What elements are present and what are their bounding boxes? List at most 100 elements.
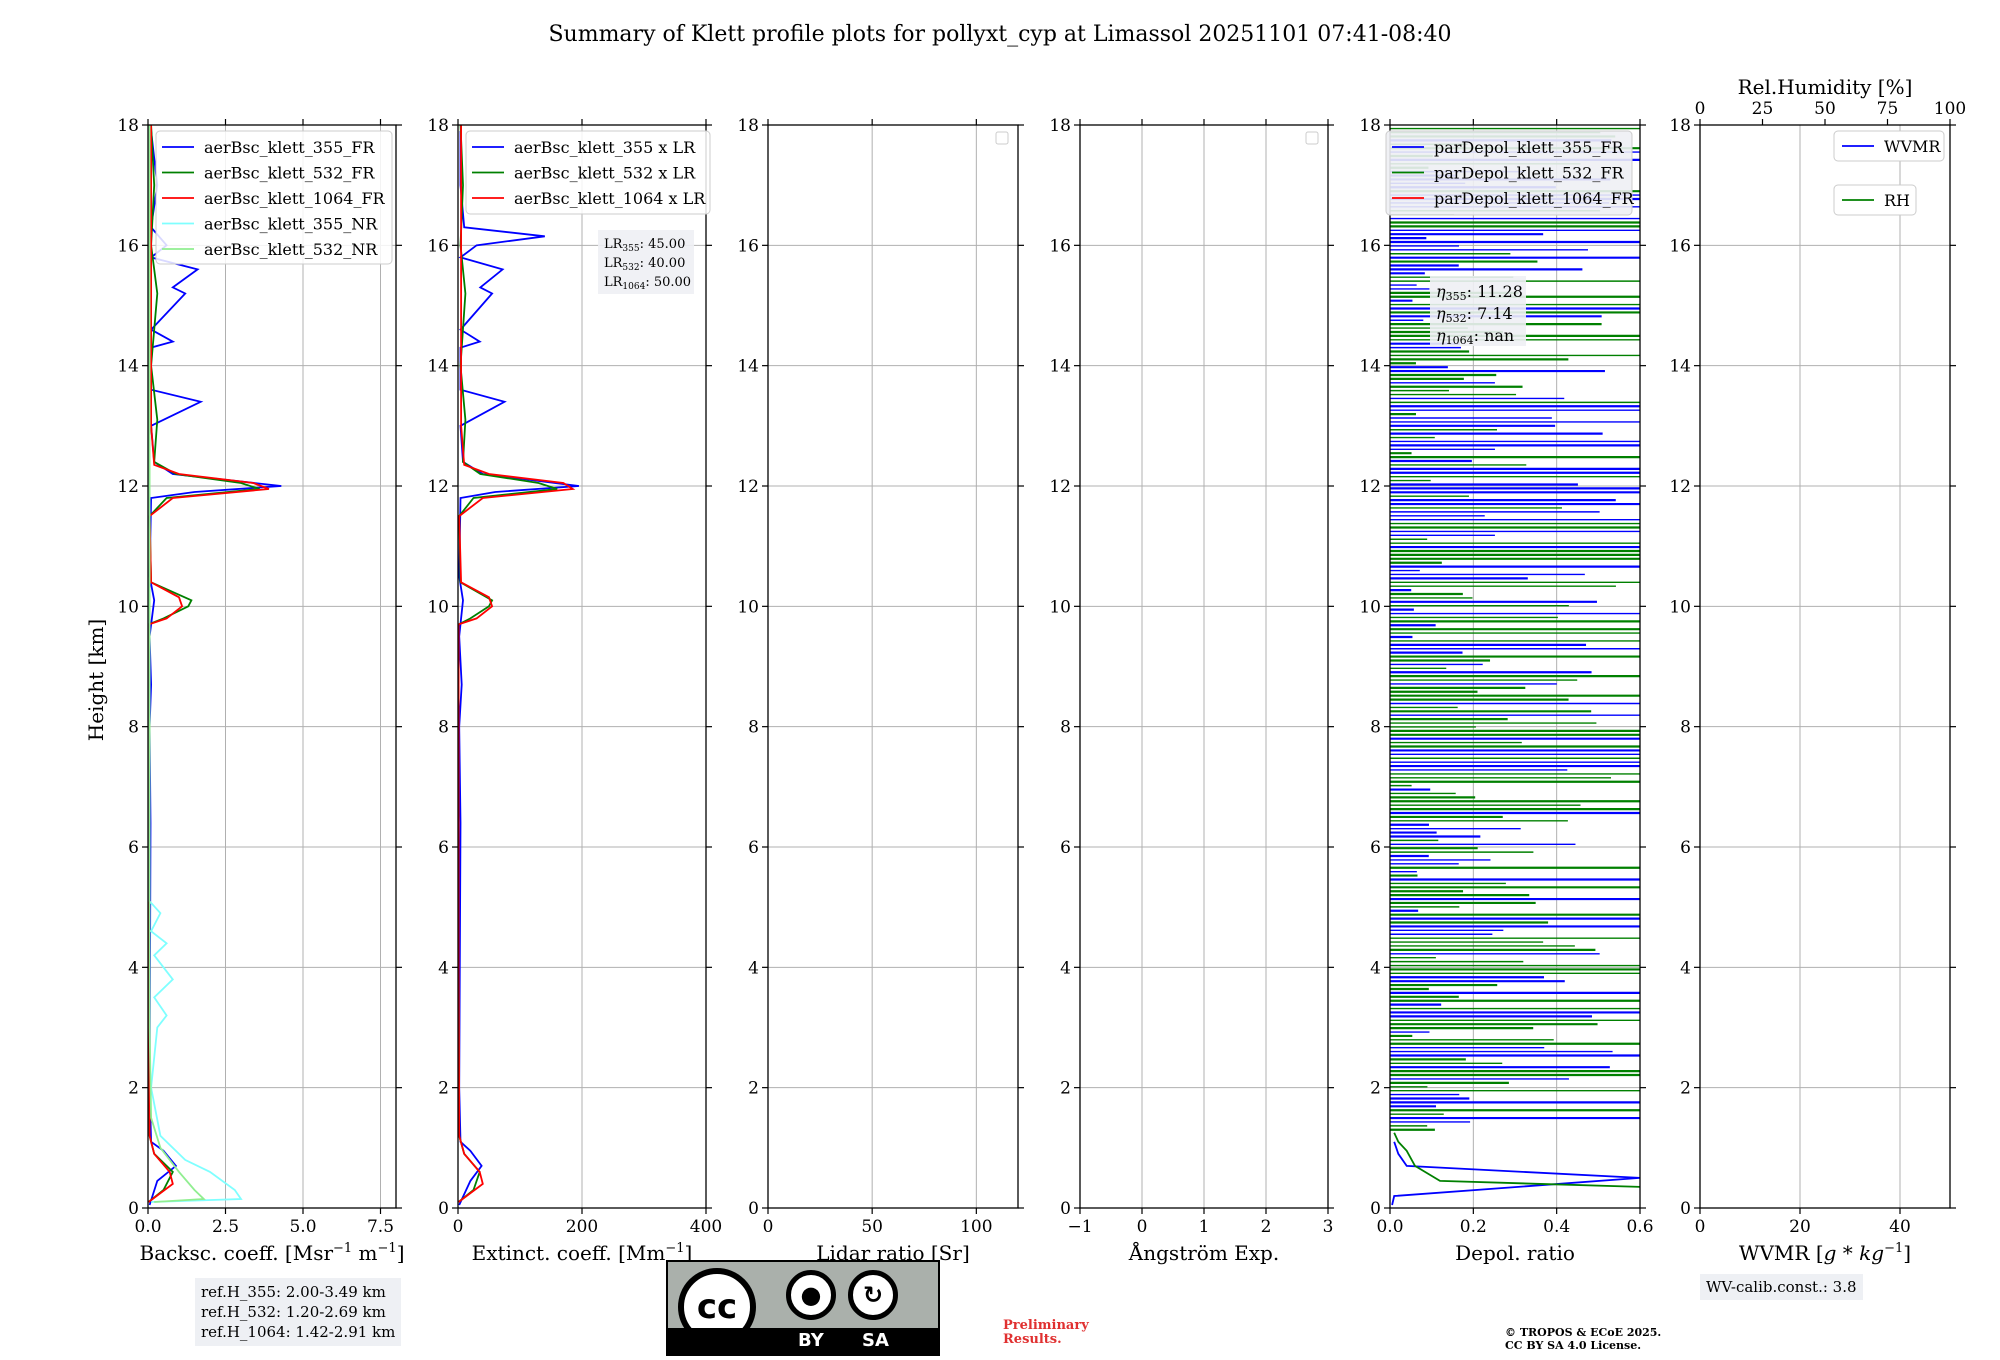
chart-panel-5: 0 2 4 6 8 10 12 14 16 18 0.0 0.2 0.4 0.6 Depol. ratio p… [1359, 116, 1653, 1265]
y-tick-label: 0 [1060, 1199, 1071, 1219]
y-tick-label: 16 [1669, 236, 1691, 256]
copyright-line-2: CC BY SA 4.0 License. [1505, 1339, 1642, 1352]
x-tick-label: 1 [1199, 1217, 1210, 1237]
legend-label: aerBsc_klett_532_FR [204, 164, 375, 183]
plot-frame [457, 124, 707, 1209]
x-axis-label: Depol. ratio [1455, 1241, 1575, 1265]
top-x-tick-label: 0 [1695, 99, 1706, 119]
y-tick-label: 8 [438, 718, 449, 738]
x-tick-label: −1 [1067, 1217, 1092, 1237]
y-tick-label: 10 [117, 597, 139, 617]
copyright-line-1: © TROPOS & ECoE 2025. [1505, 1326, 1662, 1339]
series-line-parDepol_klett_355_FR [1391, 1141, 1640, 1206]
y-tick-label: 18 [1669, 116, 1691, 136]
y-tick-label: 18 [737, 116, 759, 136]
plot-frame [1079, 124, 1329, 1209]
y-tick-label: 14 [1669, 357, 1691, 377]
cc-badge-bar [668, 1328, 938, 1354]
y-tick-label: 2 [1370, 1079, 1381, 1099]
y-tick-label: 2 [128, 1079, 139, 1099]
y-tick-label: 0 [748, 1199, 759, 1219]
x-tick-label: 0.2 [1460, 1217, 1487, 1237]
legend-box [1833, 130, 1945, 162]
y-tick-label: 4 [748, 958, 759, 978]
y-tick-label: 14 [737, 357, 759, 377]
cc-license-badge: cc ● ↻ BY SA [666, 1260, 940, 1356]
figure-title: Summary of Klett profile plots for polly… [548, 22, 1452, 47]
y-tick-label: 12 [117, 477, 139, 497]
x-axis-label: Extinct. coeff. [Mm−1] [472, 1241, 693, 1265]
plot-frame [1699, 124, 1951, 1209]
preliminary-results-note: Preliminary Results. [1003, 1319, 1089, 1347]
chart-panel-2: 0 2 4 6 8 10 12 14 16 18 0 200 400 Extinct. coeff. [M… [427, 116, 722, 1265]
x-tick-label: 40 [1889, 1217, 1911, 1237]
y-tick-label: 18 [1359, 116, 1381, 136]
y-tick-label: 0 [438, 1199, 449, 1219]
y-tick-label: 4 [1680, 958, 1691, 978]
x-tick-label: 0.0 [1376, 1217, 1403, 1237]
empty-legend-box [1305, 131, 1319, 145]
x-tick-label: 2.5 [212, 1217, 239, 1237]
plot-frame [147, 124, 397, 1209]
y-tick-label: 8 [748, 718, 759, 738]
y-tick-label: 10 [427, 597, 449, 617]
x-tick-label: 0.4 [1543, 1217, 1570, 1237]
y-tick-label: 10 [1669, 597, 1691, 617]
y-tick-label: 10 [1359, 597, 1381, 617]
preliminary-line-1: Preliminary [1003, 1318, 1089, 1333]
y-tick-label: 6 [748, 838, 759, 858]
y-tick-label: 10 [737, 597, 759, 617]
wv-calibration-box: WV-calib.const.: 3.8 [1700, 1274, 1863, 1300]
y-tick-label: 16 [1359, 236, 1381, 256]
legend-label: RH [1884, 191, 1910, 210]
x-tick-label: 400 [690, 1217, 722, 1237]
series-line-aerBsc_klett_532_FR [148, 125, 260, 1203]
reference-height-box: ref.H_355: 2.00-3.49 km ref.H_532: 1.20-… [195, 1278, 402, 1346]
ref-height-532: ref.H_532: 1.20-2.69 km [201, 1303, 386, 1321]
legend-label: parDepol_klett_1064_FR [1434, 189, 1635, 208]
legend-label: aerBsc_klett_355 x LR [514, 138, 696, 157]
x-tick-label: 5.0 [289, 1217, 316, 1237]
y-tick-label: 12 [1669, 477, 1691, 497]
y-tick-label: 6 [1060, 838, 1071, 858]
lr-info-line: LR1064: 50.00 [604, 275, 691, 292]
y-tick-label: 12 [427, 477, 449, 497]
lr-info-box [598, 230, 694, 294]
y-tick-label: 6 [1680, 838, 1691, 858]
y-axis-label: Height [km] [84, 619, 108, 741]
y-tick-label: 16 [737, 236, 759, 256]
chart-panel-1: 0 2 4 6 8 10 12 14 16 18 0.0 2.5 5.0 7.5 Backsc. coeff… [117, 116, 404, 1265]
y-tick-label: 8 [1060, 718, 1071, 738]
copyright-note: © TROPOS & ECoE 2025. CC BY SA 4.0 Licen… [1505, 1326, 1661, 1352]
cc-by-label: BY [798, 1330, 824, 1351]
y-tick-label: 2 [1060, 1079, 1071, 1099]
y-tick-label: 6 [438, 838, 449, 858]
y-tick-label: 14 [1359, 357, 1381, 377]
sa-share-alike-icon: ↻ [848, 1270, 898, 1320]
x-axis-label: Backsc. coeff. [Msr−1 m−1] [140, 1241, 405, 1265]
legend-label: aerBsc_klett_355_NR [204, 215, 378, 234]
legend-box [1385, 130, 1633, 216]
lr-info-line: LR532: 40.00 [604, 256, 685, 273]
y-tick-label: 10 [1049, 597, 1071, 617]
x-tick-label: 3 [1323, 1217, 1334, 1237]
x-tick-label: 20 [1789, 1217, 1811, 1237]
legend-label: aerBsc_klett_532_NR [204, 240, 378, 259]
series-line-aerBsc_klett_1064_FR [148, 125, 270, 1203]
x-tick-label: 0 [453, 1217, 464, 1237]
legend-label: WVMR [1884, 137, 1941, 156]
legend-label: aerBsc_klett_1064_FR [204, 189, 386, 208]
y-tick-label: 16 [117, 236, 139, 256]
eta-info-box [1430, 276, 1526, 346]
x-tick-label: 7.5 [367, 1217, 394, 1237]
y-tick-label: 8 [128, 718, 139, 738]
top-axis-label: Rel.Humidity [%] [1738, 75, 1913, 99]
legend-box [155, 130, 393, 265]
cc-sa-label: SA [862, 1330, 889, 1351]
legend-label: parDepol_klett_532_FR [1434, 164, 1625, 183]
x-tick-label: 0.6 [1626, 1217, 1653, 1237]
y-tick-label: 14 [117, 357, 139, 377]
